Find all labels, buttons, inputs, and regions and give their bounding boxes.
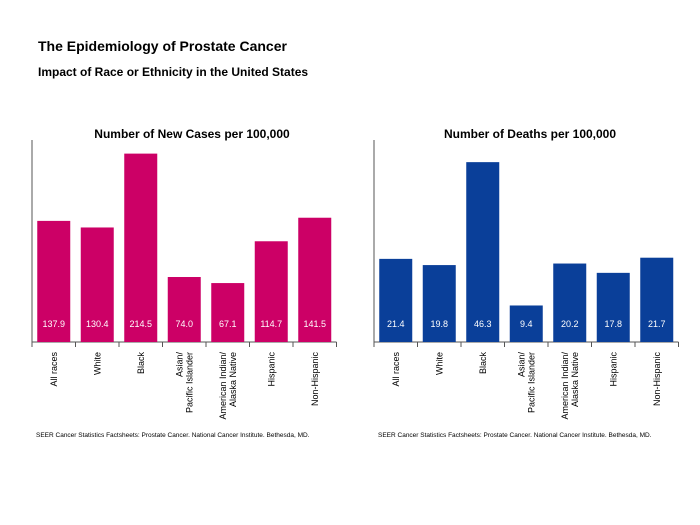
deaths-category-label: Non-Hispanic [652, 352, 662, 407]
deaths-category-label: Hispanic [608, 352, 618, 387]
cases-chart: 137.9 All races 130.4 White 214.5 Black 74.0 As… [31, 140, 337, 420]
deaths-category-label-line: Pacific Islander [526, 352, 536, 413]
cases-category-label: Asian/Pacific Islander [174, 352, 194, 414]
cases-data-label: 114.7 [260, 319, 282, 329]
cases-category-label: American Indian/Alaska Native [218, 352, 238, 420]
deaths-bar [640, 257, 674, 342]
cases-chart-title: Number of New Cases per 100,000 [94, 127, 290, 141]
deaths-data-label: 46.3 [474, 319, 492, 329]
cases-category-label: White [92, 352, 102, 375]
deaths-chart-title: Number of Deaths per 100,000 [443, 127, 617, 141]
cases-data-label: 214.5 [129, 319, 152, 329]
cases-bar [298, 217, 332, 342]
deaths-category-label: Black [478, 352, 488, 375]
deaths-bar [596, 272, 630, 342]
deaths-source-note: SEER Cancer Statistics Factsheets: Prost… [378, 432, 652, 439]
deaths-chart: 21.4 All races 19.8 White 46.3 Black 9.4 Asian/… [373, 140, 679, 420]
deaths-category-label-line: American Indian/ [560, 352, 570, 420]
cases-category-label-line: Pacific Islander [184, 352, 194, 413]
deaths-data-label: 17.8 [604, 319, 622, 329]
cases-category-label: Non-Hispanic [310, 352, 320, 407]
slide-subtitle: Impact of Race or Ethnicity in the Unite… [38, 65, 309, 79]
deaths-data-label: 9.4 [520, 319, 533, 329]
deaths-bar [466, 162, 500, 342]
deaths-bar [553, 263, 587, 342]
cases-source-note: SEER Cancer Statistics Factsheets: Prost… [36, 432, 310, 439]
cases-data-label: 74.0 [175, 319, 193, 329]
cases-category-label: All races [49, 352, 59, 387]
deaths-category-label-line: Asian/ [516, 352, 526, 378]
cases-data-label: 130.4 [86, 319, 109, 329]
deaths-data-label: 19.8 [430, 319, 448, 329]
cases-category-label-line: American Indian/ [218, 352, 228, 420]
cases-bar [167, 277, 201, 342]
deaths-category-label: White [434, 352, 444, 375]
cases-bar [80, 227, 114, 342]
cases-data-label: 137.9 [42, 319, 65, 329]
cases-bar [124, 153, 158, 342]
deaths-category-label-line: Non-Hispanic [652, 352, 662, 407]
deaths-data-label: 21.4 [387, 319, 405, 329]
cases-data-label: 67.1 [219, 319, 237, 329]
deaths-data-label: 20.2 [561, 319, 579, 329]
deaths-category-label: American Indian/Alaska Native [560, 352, 580, 420]
cases-category-label-line: Non-Hispanic [310, 352, 320, 407]
cases-bar [37, 220, 71, 342]
deaths-category-label-line: Black [478, 352, 488, 375]
slide-title: The Epidemiology of Prostate Cancer [38, 38, 287, 54]
deaths-category-label-line: All races [391, 352, 401, 387]
cases-data-label: 141.5 [303, 319, 326, 329]
cases-category-label-line: Black [136, 352, 146, 375]
cases-bar [254, 241, 288, 342]
deaths-bar [509, 305, 543, 342]
deaths-bar [422, 265, 456, 342]
deaths-category-label-line: Hispanic [608, 352, 618, 387]
cases-category-label-line: White [92, 352, 102, 375]
deaths-category-label: All races [391, 352, 401, 387]
deaths-category-label-line: White [434, 352, 444, 375]
cases-category-label-line: Alaska Native [228, 352, 238, 407]
cases-category-label: Hispanic [266, 352, 276, 387]
deaths-category-label: Asian/Pacific Islander [516, 352, 536, 414]
cases-category-label: Black [136, 352, 146, 375]
deaths-data-label: 21.7 [648, 319, 666, 329]
cases-category-label-line: Hispanic [266, 352, 276, 387]
deaths-category-label-line: Alaska Native [570, 352, 580, 407]
cases-category-label-line: All races [49, 352, 59, 387]
cases-bar [211, 283, 245, 342]
cases-category-label-line: Asian/ [174, 352, 184, 378]
deaths-bar [379, 258, 413, 342]
